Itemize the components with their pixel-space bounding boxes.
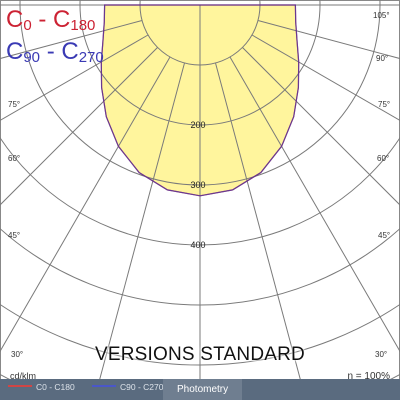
radial-tick-label-300: 300 — [190, 180, 205, 190]
versions-watermark: VERSIONS STANDARD — [95, 344, 305, 365]
legend-c0-sep: - C — [31, 6, 71, 33]
series-c90-swatch — [92, 385, 116, 387]
grid-spoke-right-15 — [215, 62, 307, 400]
legend-c90-c: C — [6, 38, 24, 65]
grid-spoke-right-75 — [257, 20, 400, 60]
angle-label-right-105: 105° — [373, 11, 390, 20]
angle-label-right-60: 60° — [377, 154, 389, 163]
legend-c0-c: C — [6, 6, 24, 33]
grid-spoke-left-30 — [0, 56, 171, 353]
radial-tick-label-200: 200 — [190, 120, 205, 130]
legend-c90-a: 90 — [23, 49, 41, 66]
series-outline-c90-c270 — [100, 4, 300, 197]
efficiency-label: η = 100% — [347, 371, 390, 382]
angle-label-right-45: 45° — [378, 231, 390, 240]
angle-label-right-30: 30° — [375, 350, 387, 359]
tab-photometry[interactable]: Photometry — [163, 379, 243, 400]
legend-c0-c180: C0 - C180 — [6, 6, 95, 40]
angle-label-right-90: 90° — [376, 54, 388, 63]
angle-label-left-45: 45° — [8, 231, 20, 240]
series-c0-swatch — [8, 385, 32, 387]
unit-label: cd/klm — [10, 371, 37, 381]
legend-c90-sep: - C — [40, 38, 79, 65]
grid-spoke-right-60 — [251, 34, 400, 122]
legend-c90-c270: C90 - C270 — [6, 38, 104, 72]
angle-label-left-60: 60° — [8, 154, 20, 163]
series-c90-label: C90 - C270 — [120, 382, 164, 392]
angle-label-left-75: 75° — [8, 100, 20, 109]
grid-spoke-left-45 — [0, 47, 158, 206]
series-c0-label: C0 - C180 — [36, 382, 75, 392]
legend-c90-b: 270 — [78, 49, 104, 66]
legend-c0-a: 0 — [23, 17, 32, 34]
grid-spoke-left-15 — [93, 62, 185, 400]
angle-label-left-30: 30° — [11, 350, 23, 359]
grid-spoke-right-45 — [242, 47, 400, 206]
radial-tick-label-400: 400 — [190, 240, 205, 250]
grid-spoke-left-60 — [0, 34, 149, 122]
footer-bar: C0 - C180 C90 - C270 Photometry — [0, 379, 400, 400]
legend-c0-b: 180 — [70, 17, 96, 34]
grid-spoke-right-30 — [229, 56, 400, 353]
grid-spoke-left-75 — [0, 20, 143, 60]
angle-label-right-75: 75° — [378, 100, 390, 109]
